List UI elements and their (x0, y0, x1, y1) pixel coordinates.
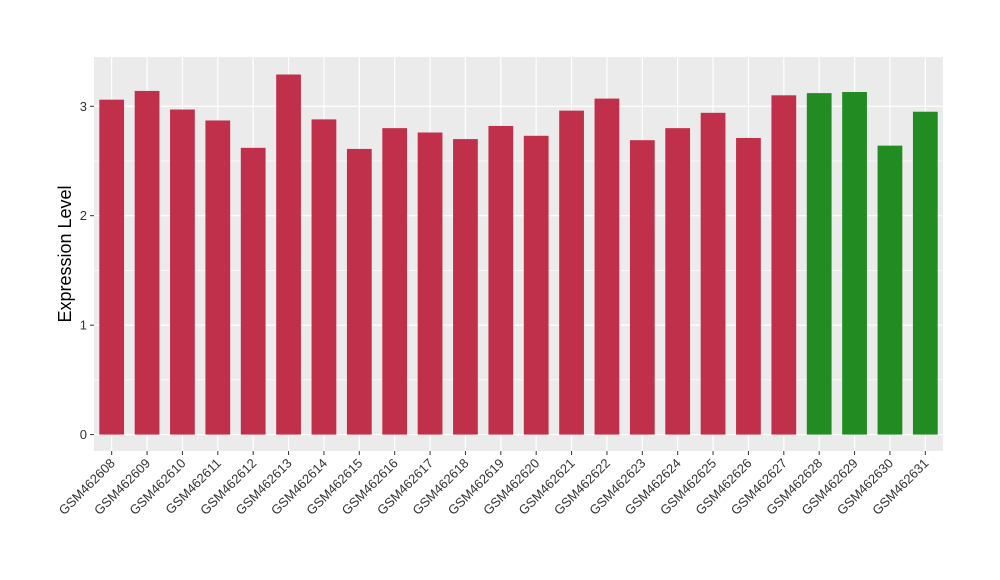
bar (382, 128, 408, 435)
bar (453, 139, 478, 435)
bar (736, 137, 761, 435)
bar (311, 119, 337, 435)
bar (523, 135, 549, 435)
bar (771, 95, 797, 435)
bar (276, 74, 301, 435)
y-tick-label: 1 (80, 318, 87, 333)
bar (240, 147, 266, 435)
bar (877, 145, 903, 435)
bar (488, 125, 514, 435)
bar (665, 128, 691, 435)
bar (346, 148, 372, 435)
bar (912, 111, 938, 435)
bar (842, 92, 867, 435)
y-axis-title: Expression Level (55, 185, 75, 322)
bars (99, 74, 938, 435)
y-tick-label: 0 (80, 427, 87, 442)
plot-panel (94, 57, 943, 451)
y-tick-label: 2 (80, 208, 87, 223)
y-tick-label: 3 (80, 99, 87, 114)
bar (205, 120, 231, 435)
bar (559, 110, 584, 435)
bar (170, 109, 195, 435)
bar (700, 112, 726, 435)
bar (99, 99, 125, 435)
bar (417, 132, 443, 435)
bar (134, 90, 160, 435)
bar (806, 93, 832, 435)
bar (629, 140, 655, 435)
bar (594, 98, 620, 435)
